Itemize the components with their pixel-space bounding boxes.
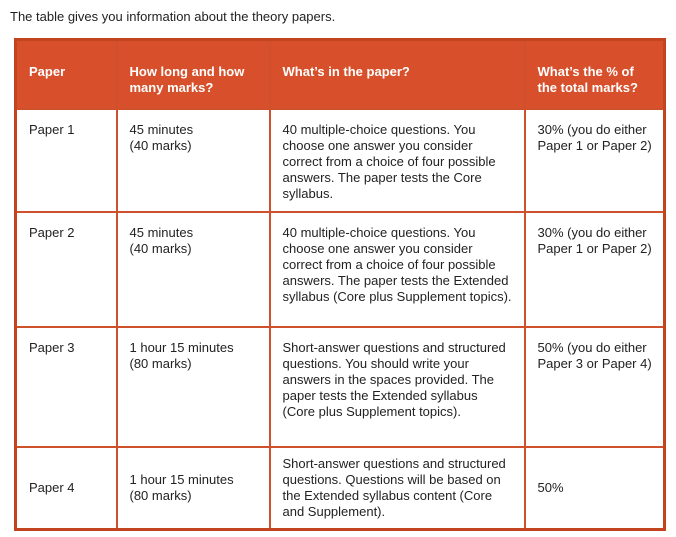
table-row-paper-3: Paper 3 1 hour 15 minutes (80 marks) Sho… — [14, 325, 666, 448]
col-header-paper: Paper — [14, 38, 118, 110]
table-row-paper-2: Paper 2 45 minutes (40 marks) 40 multipl… — [14, 210, 666, 328]
papers-table: Paper How long and how many marks? What’… — [14, 38, 666, 531]
paper-cell: Paper 3 — [14, 325, 118, 448]
paper-cell: Paper 1 — [14, 107, 118, 213]
header-row: Paper How long and how many marks? What’… — [14, 38, 666, 110]
paper-cell: Paper 2 — [14, 210, 118, 328]
contents-cell: Short-answer questions and structured qu… — [268, 445, 526, 531]
percent-cell: 30% (you do either Paper 1 or Paper 2) — [523, 210, 666, 328]
contents-cell: 40 multiple-choice questions. You choose… — [268, 210, 526, 328]
paper-cell: Paper 4 — [14, 445, 118, 531]
duration-cell: 1 hour 15 minutes (80 marks) — [115, 325, 271, 448]
duration-cell: 45 minutes (40 marks) — [115, 107, 271, 213]
contents-cell: 40 multiple-choice questions. You choose… — [268, 107, 526, 213]
col-header-contents: What’s in the paper? — [268, 38, 526, 110]
intro-text: The table gives you information about th… — [10, 9, 336, 24]
percent-cell: 50% — [523, 445, 666, 531]
col-header-duration: How long and how many marks? — [115, 38, 271, 110]
table-row-paper-4: Paper 4 1 hour 15 minutes (80 marks) Sho… — [14, 445, 666, 531]
duration-cell: 1 hour 15 minutes (80 marks) — [115, 445, 271, 531]
percent-cell: 30% (you do either Paper 1 or Paper 2) — [523, 107, 666, 213]
percent-cell: 50% (you do either Paper 3 or Paper 4) — [523, 325, 666, 448]
table-row-paper-1: Paper 1 45 minutes (40 marks) 40 multipl… — [14, 107, 666, 213]
duration-cell: 45 minutes (40 marks) — [115, 210, 271, 328]
col-header-percent: What’s the % of the total marks? — [523, 38, 666, 110]
contents-cell: Short-answer questions and structured qu… — [268, 325, 526, 448]
